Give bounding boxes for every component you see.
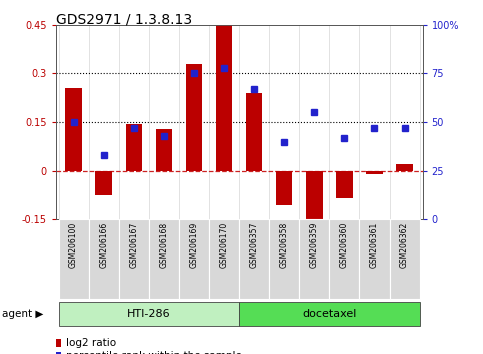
Bar bbox=[396, 164, 413, 171]
Text: GSM206166: GSM206166 bbox=[99, 222, 108, 268]
FancyBboxPatch shape bbox=[299, 219, 329, 299]
Text: docetaxel: docetaxel bbox=[302, 309, 356, 319]
FancyBboxPatch shape bbox=[239, 219, 269, 299]
Text: GSM206169: GSM206169 bbox=[189, 222, 199, 268]
Bar bbox=[216, 23, 232, 171]
Bar bbox=[276, 171, 293, 205]
FancyBboxPatch shape bbox=[389, 219, 420, 299]
FancyBboxPatch shape bbox=[359, 219, 389, 299]
FancyBboxPatch shape bbox=[179, 219, 209, 299]
FancyBboxPatch shape bbox=[89, 219, 119, 299]
Text: GSM206360: GSM206360 bbox=[340, 222, 349, 268]
FancyBboxPatch shape bbox=[239, 302, 420, 326]
Bar bbox=[306, 171, 323, 221]
Bar bbox=[366, 171, 383, 174]
Text: GSM206170: GSM206170 bbox=[220, 222, 228, 268]
Bar bbox=[126, 124, 142, 171]
Text: GSM206168: GSM206168 bbox=[159, 222, 169, 268]
Bar bbox=[156, 129, 172, 171]
Bar bbox=[246, 93, 262, 171]
Text: GSM206357: GSM206357 bbox=[250, 222, 258, 268]
Text: GSM206167: GSM206167 bbox=[129, 222, 138, 268]
Text: percentile rank within the sample: percentile rank within the sample bbox=[66, 351, 242, 354]
Text: GSM206358: GSM206358 bbox=[280, 222, 289, 268]
Text: agent ▶: agent ▶ bbox=[2, 309, 44, 319]
Text: GSM206361: GSM206361 bbox=[370, 222, 379, 268]
Text: GSM206100: GSM206100 bbox=[69, 222, 78, 268]
Text: GSM206362: GSM206362 bbox=[400, 222, 409, 268]
Text: GDS2971 / 1.3.8.13: GDS2971 / 1.3.8.13 bbox=[57, 12, 192, 27]
Bar bbox=[96, 171, 112, 195]
Bar bbox=[65, 88, 82, 171]
FancyBboxPatch shape bbox=[58, 219, 89, 299]
FancyBboxPatch shape bbox=[58, 302, 239, 326]
Bar bbox=[336, 171, 353, 198]
FancyBboxPatch shape bbox=[119, 219, 149, 299]
Text: log2 ratio: log2 ratio bbox=[66, 338, 116, 348]
Bar bbox=[185, 64, 202, 171]
FancyBboxPatch shape bbox=[269, 219, 299, 299]
Text: HTI-286: HTI-286 bbox=[127, 309, 170, 319]
Text: GSM206359: GSM206359 bbox=[310, 222, 319, 268]
FancyBboxPatch shape bbox=[149, 219, 179, 299]
FancyBboxPatch shape bbox=[329, 219, 359, 299]
FancyBboxPatch shape bbox=[209, 219, 239, 299]
